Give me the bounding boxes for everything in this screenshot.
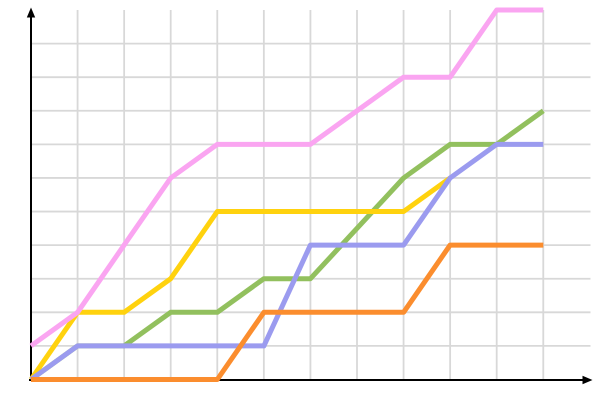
series-line-periwinkle-blue [29,141,544,382]
series-line-pink [29,7,544,348]
gridlines [31,10,591,380]
series-line-yellow [28,175,452,381]
x-axis-arrowhead [582,375,593,385]
series-lines [28,7,545,382]
y-axis-arrowhead [26,7,36,18]
series-line-orange [31,242,544,382]
